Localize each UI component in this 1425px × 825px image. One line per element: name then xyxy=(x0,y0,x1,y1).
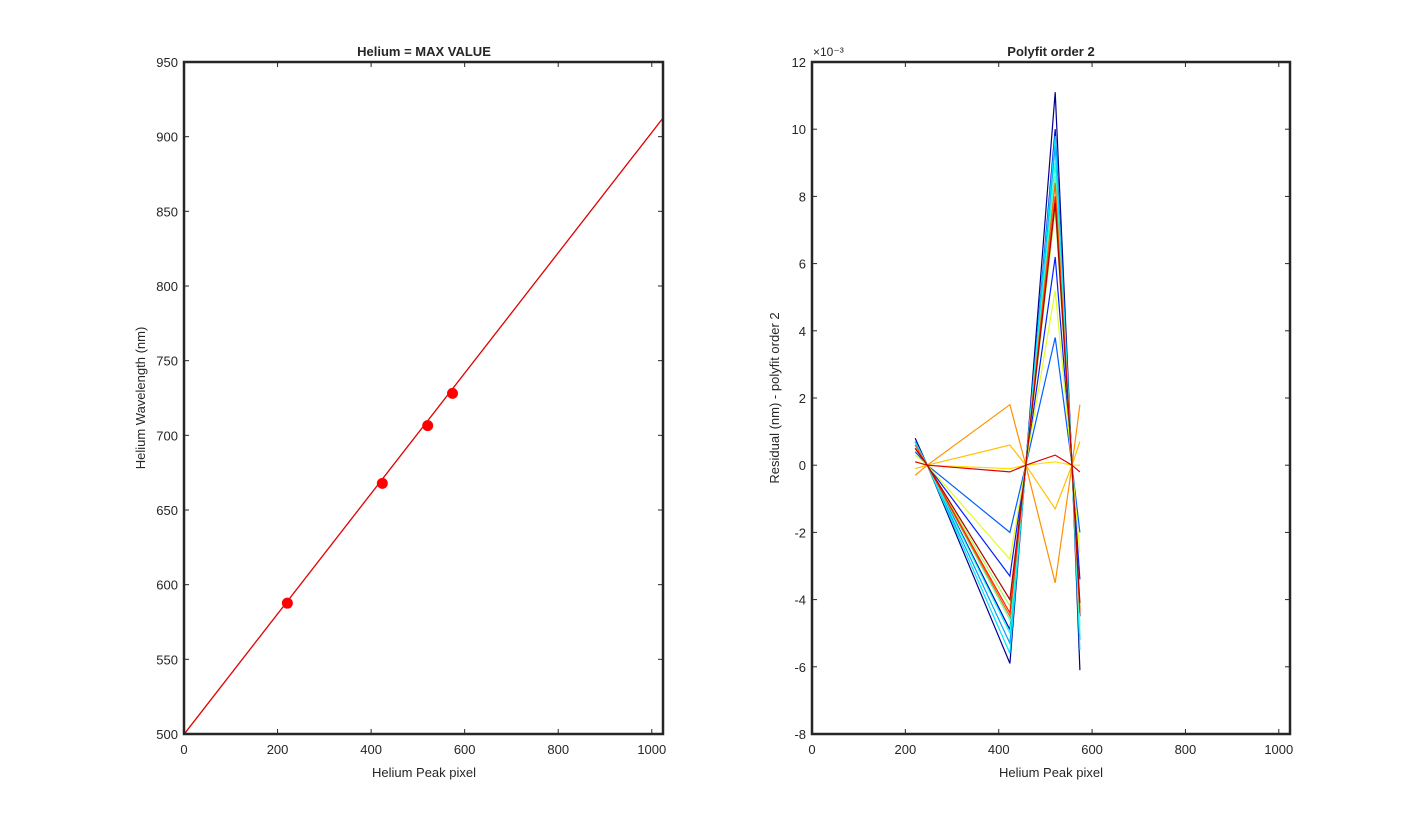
right-chart-ytick-label: -2 xyxy=(794,525,806,540)
right-chart-ytick-label: 8 xyxy=(799,189,806,204)
right-chart-ytick-label: 12 xyxy=(792,55,806,70)
left-chart-ytick-label: 900 xyxy=(156,130,178,145)
left-chart-xtick-label: 600 xyxy=(454,742,476,757)
right-chart-ytick-label: 4 xyxy=(799,324,806,339)
right-chart-ytick-label: 10 xyxy=(792,122,806,137)
left-chart-plot-area xyxy=(183,117,664,735)
left-chart-xtick-label: 800 xyxy=(547,742,569,757)
right-chart-ytick-label: 6 xyxy=(799,257,806,272)
right-chart-ytick-label: -8 xyxy=(794,727,806,742)
right-chart-xtick-label: 400 xyxy=(988,742,1010,757)
right-chart-axes-box xyxy=(810,60,1292,736)
right-chart-ticks: 0 200 400 600 800 1000 -8 -6 -4 -2 0 2 4 6 8 10 12 xyxy=(792,55,1294,757)
right-chart-xtick-label: 1000 xyxy=(1264,742,1293,757)
left-chart-ticks: 0 200 400 600 800 1000 500 550 600 650 700 750 800 85… xyxy=(156,55,666,757)
left-chart-axes-box xyxy=(182,60,665,736)
data-point-marker xyxy=(447,387,459,399)
right-chart-ytick-label: 2 xyxy=(799,391,806,406)
left-chart-xtick-label: 200 xyxy=(267,742,289,757)
left-chart-ytick-label: 750 xyxy=(156,354,178,369)
left-chart-ylabel: Helium Wavelength (nm) xyxy=(133,327,148,470)
left-chart-xtick-label: 1000 xyxy=(637,742,666,757)
data-point-marker xyxy=(376,477,388,489)
data-point-marker xyxy=(281,597,293,609)
right-chart-xtick-label: 0 xyxy=(808,742,815,757)
left-chart-ytick-label: 700 xyxy=(156,428,178,443)
right-chart: Polyfit order 2 ×10⁻³ Helium Peak pixel … xyxy=(767,44,1293,780)
right-chart-ytick-label: 0 xyxy=(799,458,806,473)
left-chart-ytick-label: 850 xyxy=(156,204,178,219)
right-chart-title: Polyfit order 2 xyxy=(1007,44,1094,59)
left-chart-xlabel: Helium Peak pixel xyxy=(372,765,476,780)
residual-series-line-s17 xyxy=(914,203,1081,604)
right-chart-plot-area xyxy=(914,92,1081,671)
right-chart-xtick-label: 800 xyxy=(1175,742,1197,757)
left-chart-title: Helium = MAX VALUE xyxy=(357,44,491,59)
left-chart-xtick-label: 400 xyxy=(360,742,382,757)
left-chart-ytick-label: 650 xyxy=(156,503,178,518)
right-chart-ytick-label: -6 xyxy=(794,660,806,675)
left-chart-ytick-label: 500 xyxy=(156,727,178,742)
left-chart: Helium = MAX VALUE Helium Peak pixel Hel… xyxy=(133,44,666,780)
right-chart-xtick-label: 600 xyxy=(1081,742,1103,757)
right-chart-xtick-label: 200 xyxy=(895,742,917,757)
left-chart-ytick-label: 600 xyxy=(156,578,178,593)
right-chart-exponent-label: ×10⁻³ xyxy=(813,45,844,59)
right-chart-ytick-label: -4 xyxy=(794,593,806,608)
data-point-marker xyxy=(422,420,434,432)
left-chart-ytick-label: 550 xyxy=(156,652,178,667)
right-chart-xlabel: Helium Peak pixel xyxy=(999,765,1103,780)
right-chart-ylabel: Residual (nm) - polyfit order 2 xyxy=(767,312,782,483)
left-chart-ytick-label: 800 xyxy=(156,279,178,294)
left-chart-ytick-label: 950 xyxy=(156,55,178,70)
left-chart-xtick-label: 0 xyxy=(180,742,187,757)
